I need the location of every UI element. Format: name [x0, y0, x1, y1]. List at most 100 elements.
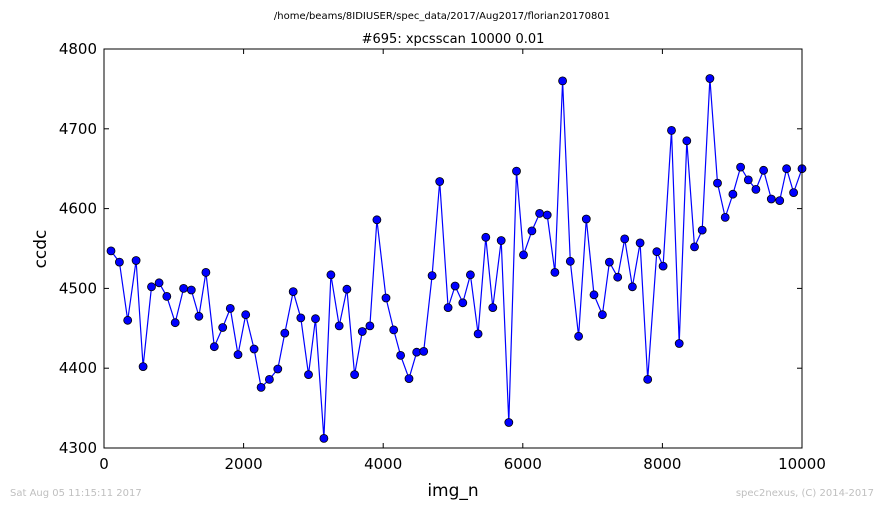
data-point	[389, 325, 399, 335]
data-point	[326, 270, 336, 280]
data-point	[273, 364, 283, 374]
data-point	[519, 250, 528, 260]
data-point	[620, 234, 630, 244]
data-point	[496, 236, 506, 245]
data-point	[643, 374, 653, 384]
data-point	[766, 194, 776, 204]
path-title: /home/beams/8IDIUSER/spec_data/2017/Aug2…	[274, 11, 610, 22]
data-point	[372, 215, 382, 225]
data-point	[473, 329, 483, 339]
data-point	[365, 321, 375, 331]
data-point	[458, 298, 468, 308]
ticks-group: 0 2000 4000 6000 8000 10000 4300 4400 4500 4600 47…	[59, 40, 826, 473]
data-point	[427, 271, 437, 281]
y-tick-label: 4600	[59, 200, 97, 218]
data-point	[264, 374, 274, 384]
chart-title: #695: xpcsscan 10000 0.01	[362, 32, 545, 47]
data-point	[435, 177, 445, 186]
data-point	[705, 74, 715, 83]
data-point	[342, 284, 352, 294]
data-point	[598, 310, 607, 320]
axes-frame	[103, 48, 803, 449]
data-point	[751, 184, 761, 194]
data-point	[535, 208, 544, 218]
data-point	[697, 225, 707, 235]
data-point	[162, 291, 172, 301]
series-line	[110, 78, 803, 439]
data-point	[728, 189, 738, 199]
data-point	[504, 418, 514, 427]
footer-timestamp: Sat Aug 05 11:15:11 2017	[10, 488, 142, 499]
data-point	[381, 293, 391, 303]
y-tick-label: 4500	[59, 279, 97, 297]
data-point	[782, 164, 791, 174]
data-point	[527, 226, 537, 236]
data-point	[682, 136, 692, 146]
data-point	[319, 433, 329, 443]
data-point	[481, 232, 491, 242]
data-point	[589, 290, 599, 300]
data-point	[550, 267, 560, 277]
data-point	[713, 178, 722, 188]
y-tick-label: 4300	[59, 439, 97, 457]
data-point	[658, 261, 668, 271]
data-point	[186, 285, 196, 295]
data-point	[789, 188, 798, 198]
data-point	[736, 162, 745, 172]
x-axis-label: img_n	[427, 481, 478, 501]
y-tick-label: 4400	[59, 359, 97, 377]
data-point	[123, 315, 133, 325]
data-point	[201, 267, 211, 277]
data-point	[743, 175, 753, 185]
data-point	[334, 321, 344, 331]
data-point	[605, 257, 614, 267]
data-point	[450, 281, 460, 291]
data-point	[628, 282, 637, 292]
data-point	[147, 282, 156, 292]
data-point	[581, 214, 591, 224]
data-point	[106, 246, 116, 256]
data-point	[256, 382, 266, 392]
data-point	[115, 257, 124, 267]
data-point	[304, 370, 313, 380]
y-axis-label: ccdc	[31, 230, 51, 269]
data-point	[690, 242, 699, 252]
series-group	[106, 74, 807, 443]
data-point	[419, 346, 429, 356]
data-point	[194, 311, 204, 321]
data-point	[154, 278, 164, 288]
x-tick-label: 10000	[778, 455, 826, 473]
data-point	[443, 303, 453, 313]
data-point	[396, 350, 406, 360]
data-point	[131, 256, 141, 265]
data-point	[759, 165, 768, 175]
data-point	[404, 374, 414, 384]
data-point	[170, 318, 180, 328]
data-point	[488, 303, 498, 313]
data-point	[241, 310, 251, 320]
data-point	[350, 370, 360, 380]
data-point	[720, 212, 730, 222]
data-point	[296, 313, 306, 323]
data-point	[138, 362, 148, 372]
data-point	[652, 247, 662, 257]
x-tick-label: 2000	[225, 455, 263, 473]
data-point	[565, 256, 575, 266]
data-point	[233, 350, 243, 360]
data-point	[775, 196, 785, 206]
data-point	[558, 76, 567, 86]
data-point	[288, 287, 298, 297]
data-point	[613, 272, 623, 282]
x-tick-label: 4000	[364, 455, 402, 473]
data-point	[635, 238, 645, 248]
data-point	[465, 270, 475, 280]
data-point	[280, 328, 290, 338]
y-tick-label: 4700	[59, 120, 97, 138]
data-point	[311, 314, 320, 324]
data-point	[542, 210, 552, 220]
data-point	[667, 125, 676, 135]
data-point	[179, 283, 189, 293]
x-tick-label: 6000	[504, 455, 542, 473]
data-point	[574, 331, 583, 341]
